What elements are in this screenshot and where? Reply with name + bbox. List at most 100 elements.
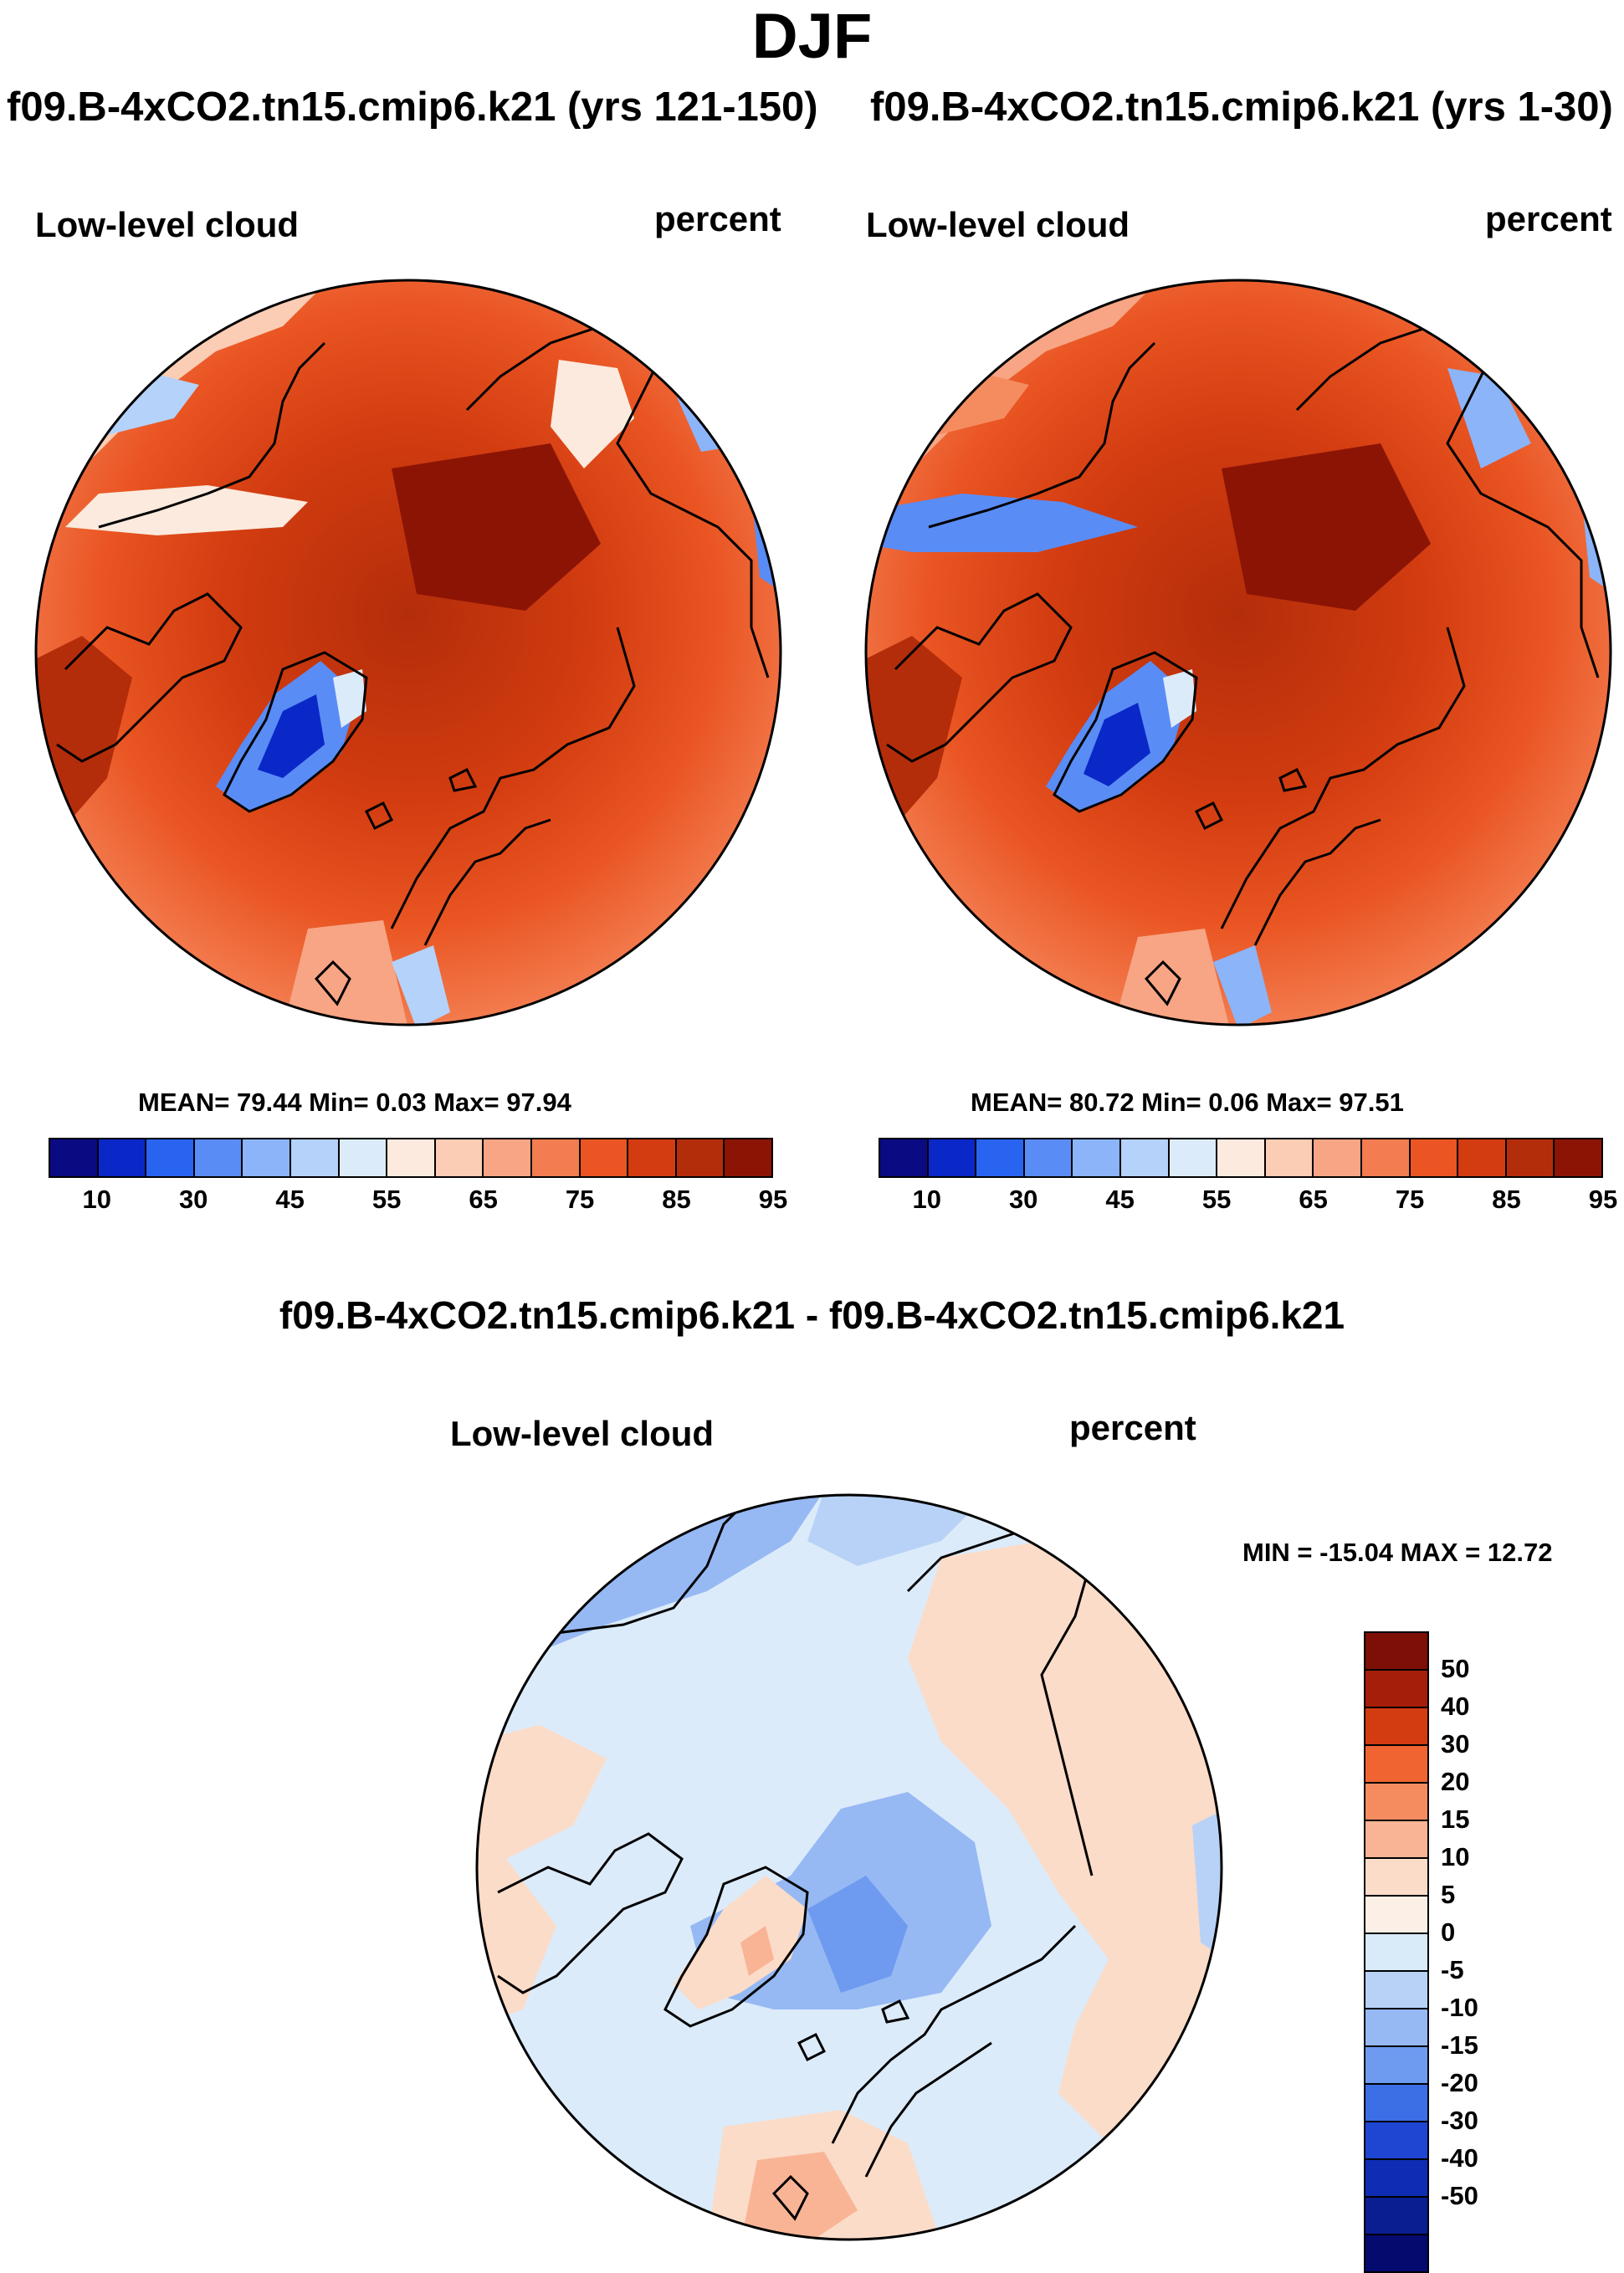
left-panel-stats: MEAN= 79.44 Min= 0.03 Max= 97.94	[138, 1088, 571, 1117]
colorbar-tick-label: -5	[1441, 1955, 1464, 1984]
colorbar-swatch	[339, 1139, 388, 1176]
difference-panel-colorbar	[1364, 1631, 1429, 2273]
colorbar-tick-label: 55	[1201, 1185, 1232, 1214]
colorbar-swatch	[146, 1139, 195, 1176]
colorbar-tick-label: 10	[1441, 1842, 1470, 1871]
colorbar-swatch	[1365, 2009, 1427, 2047]
left-map-coastline-europe	[390, 627, 636, 929]
colorbar-tick-label: -10	[1441, 1993, 1478, 2022]
colorbar-swatch	[1365, 2198, 1427, 2235]
colorbar-swatch	[1365, 2160, 1427, 2198]
colorbar-swatch	[880, 1139, 929, 1176]
colorbar-tick-label: 0	[1441, 1917, 1456, 1947]
colorbar-tick-label: -30	[1441, 2106, 1478, 2135]
colorbar-tick-label: 55	[371, 1185, 402, 1214]
colorbar-tick-label: -15	[1441, 2030, 1478, 2060]
colorbar-tick-label: 85	[1492, 1185, 1521, 1214]
right-panel-variable-label: Low-level cloud	[866, 205, 1130, 244]
right-panel-case-title: f09.B-4xCO2.tn15.cmip6.k21 (yrs 1-30)	[870, 84, 1613, 130]
difference-map-coastline-greenland	[663, 1866, 809, 2028]
colorbar-tick-label: 95	[1588, 1185, 1618, 1214]
right-panel-polar-map	[864, 279, 1612, 1026]
colorbar-swatch	[1169, 1139, 1218, 1176]
colorbar-swatch	[1365, 1897, 1427, 1934]
colorbar-swatch	[1265, 1139, 1314, 1176]
difference-panel-title: f09.B-4xCO2.tn15.cmip6.k21 - f09.B-4xCO2…	[279, 1293, 1345, 1337]
colorbar-swatch	[1314, 1139, 1362, 1176]
colorbar-swatch	[580, 1139, 629, 1176]
colorbar-swatch	[1365, 1746, 1427, 1784]
colorbar-swatch	[1365, 1821, 1427, 1859]
colorbar-swatch	[1024, 1139, 1073, 1176]
colorbar-swatch	[194, 1139, 243, 1176]
colorbar-tick-label: 45	[1105, 1185, 1135, 1214]
colorbar-swatch	[1361, 1139, 1411, 1176]
colorbar-tick-label: -50	[1441, 2181, 1478, 2210]
colorbar-swatch	[1365, 1934, 1427, 1972]
difference-map-coastline-canada	[497, 1832, 684, 1994]
colorbar-swatch	[1365, 1708, 1427, 1746]
colorbar-tick-label: 5	[1441, 1880, 1456, 1909]
colorbar-swatch	[290, 1139, 340, 1176]
colorbar-swatch	[928, 1139, 977, 1176]
left-map-coastline-greenland	[223, 651, 368, 813]
left-map-boundary	[34, 279, 782, 1026]
colorbar-swatch	[676, 1139, 725, 1176]
left-map-coastline-siberia	[465, 308, 770, 678]
difference-colorbar-labels: 50 40 30 20 15 10 5 0 -5 -10 -15 -20 -30 -40 -50	[1441, 1631, 1541, 2234]
colorbar-swatch	[1410, 1139, 1459, 1176]
left-panel-colorbar: 10 30 45 55 65 75 85 95	[49, 1138, 787, 1214]
left-panel-units-label: percent	[654, 199, 781, 238]
colorbar-swatch	[976, 1139, 1025, 1176]
left-map-coastline-alaska	[98, 341, 326, 529]
colorbar-tick-label: 85	[662, 1185, 691, 1214]
difference-map-coastline-scandinavia	[864, 2041, 992, 2178]
colorbar-swatch	[1506, 1139, 1555, 1176]
colorbar-tick-label: 40	[1441, 1692, 1470, 1721]
colorbar-swatch	[1365, 2047, 1427, 2085]
colorbar-swatch	[1120, 1139, 1170, 1176]
colorbar-swatch	[1365, 1859, 1427, 1897]
left-map-coastline-scandinavia	[423, 818, 551, 946]
colorbar-swatch	[435, 1139, 484, 1176]
colorbar-swatch	[1365, 1633, 1427, 1671]
colorbar-tick-label: -40	[1441, 2143, 1478, 2173]
colorbar-tick-label: 75	[565, 1185, 595, 1214]
left-panel-case-title: f09.B-4xCO2.tn15.cmip6.k21 (yrs 121-150)	[7, 84, 818, 130]
colorbar-tick-label: -20	[1441, 2068, 1478, 2097]
colorbar-tick-label: 75	[1395, 1185, 1425, 1214]
right-panel-colorbar: 10 30 45 55 65 75 85 95	[879, 1138, 1617, 1214]
right-panel-stats: MEAN= 80.72 Min= 0.06 Max= 97.51	[971, 1088, 1404, 1117]
colorbar-swatch	[387, 1139, 436, 1176]
difference-panel-min-max: MIN = -15.04 MAX = 12.72	[1242, 1538, 1553, 1567]
colorbar-swatch	[98, 1139, 147, 1176]
colorbar-swatch	[1365, 2235, 1427, 2271]
colorbar-tick-label: 65	[1299, 1185, 1328, 1214]
right-map-boundary	[864, 279, 1612, 1026]
colorbar-swatch	[50, 1139, 99, 1176]
colorbar-swatch	[1555, 1139, 1601, 1176]
colorbar-tick-label: 30	[178, 1185, 208, 1214]
difference-panel-units-label: percent	[1069, 1408, 1196, 1447]
difference-map-siberia-positive	[908, 1541, 1222, 2143]
colorbar-tick-label: 45	[275, 1185, 305, 1214]
right-panel-units-label: percent	[1485, 199, 1612, 238]
colorbar-tick-label: 50	[1441, 1654, 1470, 1683]
colorbar-tick-label: 20	[1441, 1767, 1470, 1796]
left-panel-polar-map	[34, 279, 782, 1026]
page-title: DJF	[751, 1, 873, 72]
colorbar-tick-label: 10	[912, 1185, 941, 1214]
colorbar-tick-label: 10	[82, 1185, 111, 1214]
difference-map-boundary	[475, 1493, 1223, 2241]
colorbar-swatch	[628, 1139, 677, 1176]
difference-map-coastline-europe	[831, 1924, 1077, 2144]
colorbar-swatch	[243, 1139, 291, 1176]
colorbar-swatch	[1365, 2122, 1427, 2160]
colorbar-tick-label: 30	[1008, 1185, 1038, 1214]
left-map-coastline-canada	[56, 592, 243, 763]
colorbar-tick-label: 30	[1441, 1729, 1470, 1759]
colorbar-swatch	[1365, 1784, 1427, 1821]
colorbar-tick-label: 95	[758, 1185, 788, 1214]
colorbar-swatch	[1073, 1139, 1121, 1176]
left-panel-variable-label: Low-level cloud	[35, 205, 300, 244]
